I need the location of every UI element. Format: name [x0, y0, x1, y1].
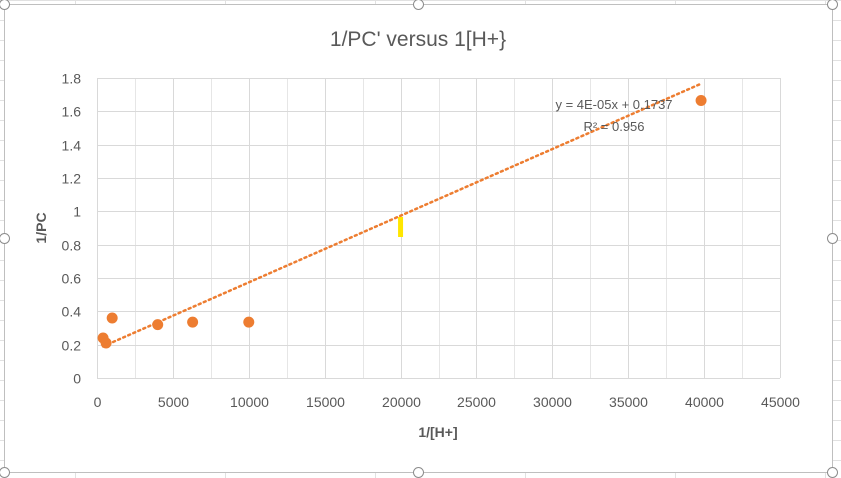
resize-handle-top-left[interactable] — [0, 0, 10, 10]
x-tick-label: 40000 — [685, 394, 724, 410]
y-tick-label: 1.6 — [62, 104, 82, 120]
x-tick-label: 45000 — [761, 394, 800, 410]
y-tick-label: 0 — [73, 371, 81, 387]
y-tick-label: 0.2 — [62, 338, 82, 354]
x-tick-label: 30000 — [533, 394, 572, 410]
resize-handle-top-right[interactable] — [827, 0, 838, 10]
resize-handle-bottom-right[interactable] — [827, 467, 838, 478]
x-tick-label: 5000 — [158, 394, 189, 410]
data-point — [187, 316, 199, 328]
data-point — [100, 337, 112, 349]
data-point — [152, 319, 164, 331]
data-point — [243, 316, 255, 328]
resize-handle-middle-right[interactable] — [827, 233, 838, 244]
data-series — [97, 95, 707, 349]
y-tick-label: 1.4 — [62, 138, 82, 154]
trendline-line — [101, 82, 703, 348]
chart-title: 1/PC' versus 1[H+} — [330, 28, 506, 51]
resize-handle-bottom-center[interactable] — [413, 467, 424, 478]
x-tick-label: 0 — [94, 394, 102, 410]
y-tick-label: 0.4 — [62, 304, 82, 320]
y-tick-label: 1.8 — [62, 71, 82, 87]
x-tick-label: 25000 — [457, 394, 496, 410]
x-tick-label: 10000 — [230, 394, 269, 410]
highlight-marker — [398, 217, 404, 237]
y-tick-label: 0.6 — [62, 271, 82, 287]
y-tick-label: 1 — [73, 204, 81, 220]
x-axis-label: 1/[H+] — [418, 424, 457, 440]
x-axis-tick-labels: 0 5000 10000 15000 20000 25000 30000 35000 40000… — [94, 394, 801, 410]
y-axis-label: 1/PC — [33, 212, 49, 243]
x-tick-label: 35000 — [609, 394, 648, 410]
resize-handle-top-center[interactable] — [413, 0, 424, 10]
x-tick-label: 20000 — [382, 394, 421, 410]
trendline-r-squared: R² = 0.956 — [583, 119, 644, 134]
minor-gridlines — [135, 78, 743, 378]
trendline — [101, 82, 703, 348]
chart-frame[interactable] — [4, 4, 833, 473]
trendline-equation: y = 4E-05x + 0.1737 — [555, 97, 672, 112]
y-axis-tick-labels: 0 0.2 0.4 0.6 0.8 1 1.2 1.4 1.6 1.8 — [62, 71, 82, 387]
y-tick-label: 1.2 — [62, 171, 82, 187]
major-gridlines — [97, 78, 781, 379]
y-tick-label: 0.8 — [62, 238, 82, 254]
data-point — [106, 312, 118, 324]
resize-handle-middle-left[interactable] — [0, 233, 10, 244]
x-tick-label: 15000 — [306, 394, 345, 410]
data-point — [695, 95, 707, 106]
